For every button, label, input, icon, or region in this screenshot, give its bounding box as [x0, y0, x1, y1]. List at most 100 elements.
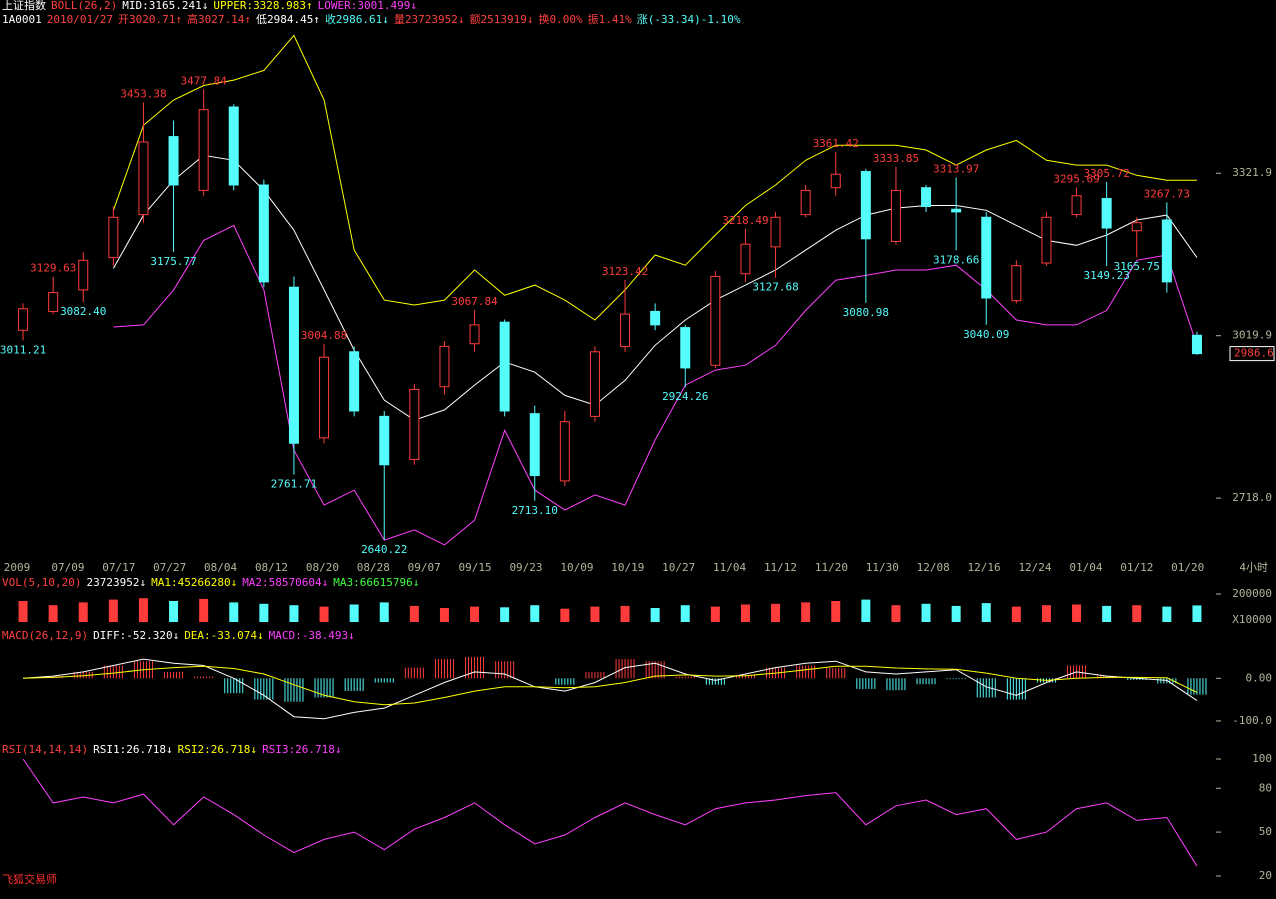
- low-label: 2761.71: [271, 478, 317, 491]
- volume-bar: [409, 605, 419, 622]
- candle-body: [198, 109, 209, 191]
- y-tick-label: 50: [1259, 825, 1272, 838]
- y-tick-label: 3321.9: [1232, 166, 1272, 179]
- legend-item: 振1.41%: [588, 12, 632, 26]
- x-tick-label: 12/08: [917, 561, 950, 574]
- series-line: [112, 154, 1198, 421]
- volume-bar: [1102, 605, 1112, 622]
- candle-body: [48, 292, 59, 312]
- x-tick-label: 08/04: [204, 561, 237, 574]
- low-label: 3149.23: [1083, 269, 1129, 282]
- x-tick-label: 09/15: [459, 561, 492, 574]
- candle-body: [981, 216, 992, 299]
- low-label: 3127.68: [752, 281, 798, 294]
- x-tick-label: 12/24: [1018, 561, 1051, 574]
- high-label: 3295.69: [1053, 172, 1099, 185]
- volume-bar: [650, 608, 660, 622]
- high-label: 3453.38: [120, 87, 166, 100]
- legend-item: RSI2:26.718↓: [178, 743, 257, 756]
- series-line: [23, 665, 1198, 706]
- candle-body: [770, 216, 781, 248]
- candle-body: [830, 173, 841, 189]
- candle-body: [258, 184, 269, 283]
- volume-bar: [530, 605, 540, 622]
- volume-bar: [138, 598, 148, 622]
- candle-body: [349, 351, 360, 412]
- volume-bar: [1132, 605, 1142, 622]
- legend-item: 换0.00%: [539, 12, 583, 26]
- candle-body: [469, 324, 480, 345]
- unit-label: X10000: [1232, 613, 1272, 626]
- high-label: 3129.63: [30, 262, 76, 275]
- legend-item: MA1:45266280↓: [151, 576, 237, 589]
- x-tick-label: 01/12: [1120, 561, 1153, 574]
- legend-item: RSI3:26.718↓: [262, 743, 341, 756]
- x-tick-label: 07/09: [51, 561, 84, 574]
- high-label: 3305.72: [1083, 167, 1129, 180]
- candle-body: [409, 388, 420, 460]
- volume-bar: [169, 601, 179, 622]
- legend-item: 高3027.14↑: [187, 12, 251, 26]
- y-tick-label: 100: [1252, 752, 1272, 765]
- low-label: 3082.40: [60, 305, 106, 318]
- legend-item: LOWER:3001.499↓: [318, 0, 417, 12]
- candle-body: [740, 243, 751, 275]
- low-label: 3040.09: [963, 328, 1009, 341]
- y-tick-label: -100.0: [1232, 714, 1272, 727]
- high-label: 3313.97: [933, 162, 979, 175]
- candle-body: [1071, 195, 1082, 216]
- x-tick-label: 09/07: [408, 561, 441, 574]
- candle-body: [951, 208, 962, 213]
- last-price-label: 2986.6: [1234, 347, 1274, 360]
- legend-item: DEA:-33.074↓: [184, 629, 263, 642]
- high-label: 3361.42: [813, 137, 859, 150]
- volume-bar: [199, 598, 209, 622]
- candle-body: [589, 351, 600, 417]
- legend-item: 1A0001: [2, 13, 42, 26]
- x-tick-label: 11/30: [866, 561, 899, 574]
- legend-item: 2010/01/27: [47, 13, 113, 26]
- volume-bar: [620, 605, 630, 622]
- volume-bar: [319, 606, 329, 622]
- footer-brand: 飞狐交易师: [2, 872, 57, 886]
- candle-body: [1161, 219, 1172, 283]
- candle-body: [499, 321, 510, 412]
- series-line: [112, 34, 1197, 321]
- candle-body: [18, 308, 29, 331]
- x-tick-label: 11/12: [764, 561, 797, 574]
- low-label: 3165.75: [1114, 260, 1160, 273]
- high-label: 3004.88: [301, 329, 347, 342]
- high-label: 3067.84: [451, 295, 498, 308]
- volume-bar: [78, 602, 88, 622]
- legend-item: MA3:66615796↓: [333, 576, 419, 589]
- high-label: 3123.42: [602, 265, 648, 278]
- volume-bar: [1192, 605, 1202, 622]
- legend-row: 1A0001 2010/01/27 开3020.71↑ 高3027.14↑ 低2984.…: [2, 12, 741, 26]
- series-line: [113, 224, 1198, 546]
- candle-body: [439, 345, 450, 388]
- legend-item: 收2986.61↓: [325, 12, 389, 26]
- x-tick-label: 10/09: [560, 561, 593, 574]
- volume-bar: [500, 607, 510, 622]
- volume-bar: [229, 602, 239, 622]
- legend-item: DIFF:-52.320↓: [93, 629, 179, 642]
- candle-body: [860, 171, 871, 240]
- legend-item: 23723952↓: [86, 576, 146, 589]
- legend-item: UPPER:3328.983↑: [213, 0, 312, 12]
- low-label: 3178.66: [933, 253, 979, 266]
- low-label: 2924.26: [662, 390, 708, 403]
- candle-body: [650, 310, 661, 326]
- legend-row: MACD(26,12,9) DIFF:-52.320↓ DEA:-33.074↓ MA…: [2, 629, 355, 642]
- legend-item: 额2513919↓: [470, 13, 534, 26]
- volume-bar: [48, 605, 58, 622]
- candle-body: [559, 421, 570, 482]
- x-tick-label: 07/17: [102, 561, 135, 574]
- legend-row: RSI(14,14,14) RSI1:26.718↓ RSI2:26.718↓ RSI…: [2, 743, 342, 756]
- x-tick-label: 08/12: [255, 561, 288, 574]
- volume-bar: [921, 603, 931, 622]
- volume-bar: [771, 603, 781, 622]
- legend-item: MACD:-38.493↓: [269, 629, 355, 642]
- legend-item: RSI(14,14,14): [2, 743, 88, 756]
- volume-bar: [1072, 604, 1082, 622]
